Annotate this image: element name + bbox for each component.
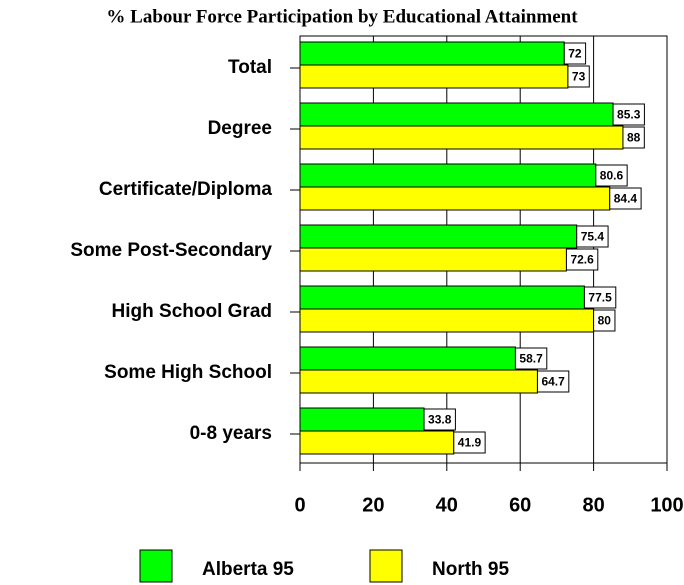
legend-label: Alberta 95	[202, 559, 294, 580]
value-label: 80.6	[600, 169, 624, 183]
value-label: 64.7	[541, 375, 565, 389]
bar	[299, 41, 565, 66]
value-label: 72	[568, 47, 582, 61]
bar	[299, 102, 614, 127]
bar	[299, 125, 624, 150]
value-label: 41.9	[458, 436, 482, 450]
value-label: 33.8	[428, 413, 452, 427]
value-label-box	[423, 408, 456, 431]
value-label-box	[595, 164, 628, 187]
bar	[299, 186, 611, 211]
bar	[299, 224, 578, 249]
value-label-box	[609, 187, 642, 210]
value-label: 77.5	[588, 291, 612, 305]
legend-label: North 95	[432, 559, 510, 580]
y-tick-label: High School Grad	[112, 301, 272, 322]
y-tick-label: Total	[228, 57, 272, 78]
value-label: 84.4	[614, 192, 638, 206]
value-label: 88	[627, 131, 641, 145]
y-tick-label: Some Post-Secondary	[70, 240, 272, 261]
legend-swatch	[369, 549, 403, 583]
value-label: 75.4	[581, 230, 605, 244]
chart-title: % Labour Force Participation by Educatio…	[106, 6, 578, 27]
value-label-box	[622, 126, 645, 149]
legend-swatch	[139, 549, 173, 583]
value-label-box	[576, 225, 609, 248]
bar	[299, 247, 567, 272]
bar	[299, 407, 425, 432]
value-label-box	[453, 431, 486, 454]
value-label: 80	[598, 314, 612, 328]
value-label-box	[565, 248, 599, 271]
value-label-box	[567, 65, 590, 88]
bar	[299, 163, 597, 188]
x-tick-label: 80	[582, 494, 604, 516]
x-tick-label: 60	[509, 494, 531, 516]
x-tick-label: 20	[362, 494, 384, 516]
bar	[299, 430, 455, 455]
value-label: 58.7	[519, 352, 543, 366]
x-tick-label: 40	[436, 494, 458, 516]
bar	[299, 308, 595, 333]
value-label-box	[563, 42, 587, 65]
bar	[299, 64, 569, 89]
x-tick-label: 100	[650, 494, 683, 516]
value-label-box	[583, 286, 617, 309]
y-tick-label: Some High School	[104, 362, 272, 383]
value-label-box	[536, 370, 570, 393]
bar	[299, 285, 585, 310]
y-tick-label: 0-8 years	[190, 423, 272, 444]
value-label-box	[612, 103, 645, 126]
value-label: 85.3	[617, 108, 641, 122]
value-label-box	[514, 347, 548, 370]
value-label: 73	[572, 70, 586, 84]
x-tick-label: 0	[294, 494, 305, 516]
bar	[299, 369, 538, 394]
y-tick-label: Degree	[208, 118, 272, 139]
value-label: 72.6	[570, 253, 594, 267]
bar	[299, 346, 516, 371]
y-tick-label: Certificate/Diploma	[99, 179, 273, 200]
value-label-box	[593, 309, 616, 332]
